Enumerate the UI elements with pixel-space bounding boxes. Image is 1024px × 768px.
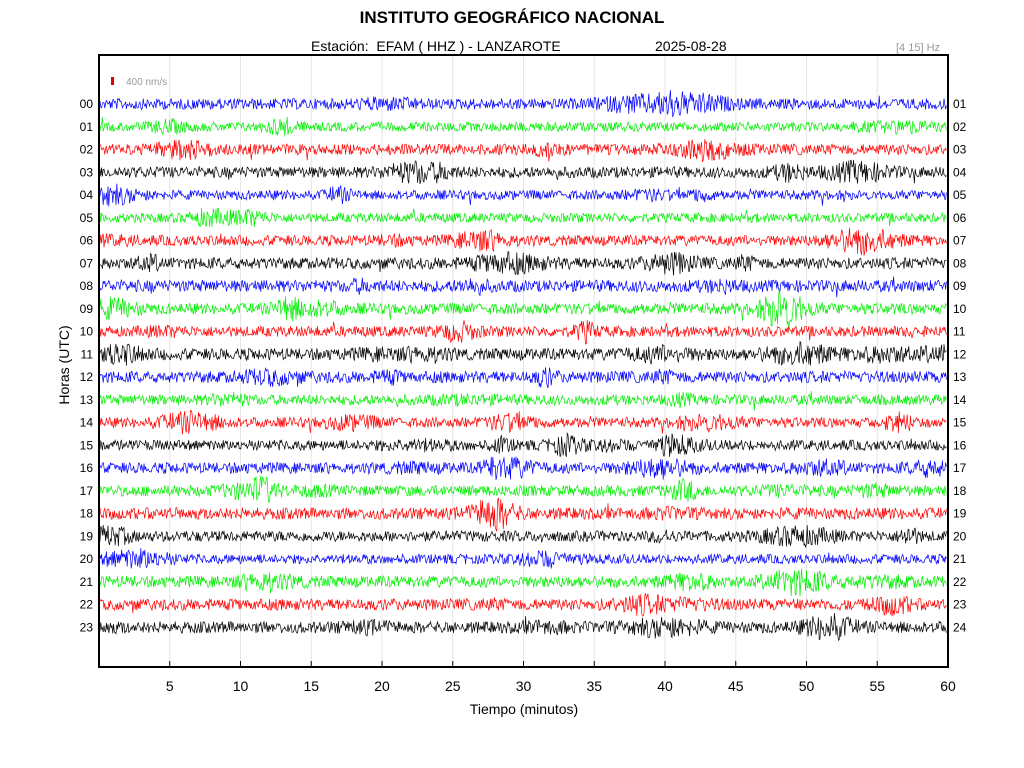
trace-hour-14 (99, 409, 947, 435)
hour-label-right: 04 (953, 165, 967, 179)
x-tick-label: 20 (374, 678, 390, 694)
hour-label-left: 02 (80, 143, 94, 157)
hour-label-left: 20 (80, 552, 94, 566)
hour-label-left: 14 (80, 416, 94, 430)
station-label: Estación: EFAM ( HHZ ) - LANZAROTE (311, 38, 561, 54)
hour-label-right: 20 (953, 529, 967, 543)
hour-label-right: 02 (953, 120, 967, 134)
scale-bar-label: 400 nm/s (126, 77, 167, 88)
hour-label-left: 03 (80, 165, 94, 179)
hour-label-left: 22 (80, 598, 94, 612)
hour-label-left: 00 (80, 97, 94, 111)
x-axis-label: Tiempo (minutos) (469, 701, 579, 717)
hour-label-right: 13 (953, 370, 967, 384)
hour-label-left: 09 (80, 302, 94, 316)
hour-label-right: 24 (953, 620, 967, 634)
trace-hour-10 (99, 319, 947, 345)
x-tick-label: 60 (940, 678, 956, 694)
hour-label-left: 05 (80, 211, 94, 225)
hour-label-left: 12 (80, 370, 94, 384)
hour-label-left: 04 (80, 188, 94, 202)
x-tick-label: 55 (869, 678, 885, 694)
x-tick-label: 40 (657, 678, 673, 694)
x-tick-label: 15 (303, 678, 319, 694)
trace-hour-03 (99, 159, 947, 185)
trace-hour-19 (99, 524, 947, 549)
x-tick-label: 10 (233, 678, 249, 694)
hour-label-right: 11 (953, 325, 966, 339)
hour-label-right: 08 (953, 256, 967, 270)
hour-label-right: 14 (953, 393, 967, 407)
hour-label-left: 21 (80, 575, 94, 589)
hour-label-right: 16 (953, 438, 967, 452)
hour-label-left: 18 (80, 507, 94, 521)
hour-label-right: 05 (953, 188, 967, 202)
hour-label-right: 07 (953, 234, 967, 248)
trace-hour-00 (99, 89, 947, 118)
hour-label-left: 01 (80, 120, 94, 134)
hour-label-right: 15 (953, 416, 967, 430)
trace-hour-16 (99, 456, 947, 480)
hour-label-left: 11 (81, 347, 94, 361)
hour-label-left: 19 (80, 529, 94, 543)
hour-label-right: 01 (953, 97, 967, 111)
trace-hour-07 (99, 251, 947, 276)
hour-label-right: 17 (953, 461, 967, 475)
trace-hour-15 (99, 431, 947, 457)
trace-hour-05 (99, 207, 947, 228)
trace-hour-13 (99, 391, 947, 411)
hour-label-right: 23 (953, 598, 967, 612)
trace-hour-21 (99, 568, 947, 597)
x-tick-label: 30 (516, 678, 532, 694)
hour-label-right: 12 (953, 347, 967, 361)
hour-label-right: 09 (953, 279, 967, 293)
hour-label-right: 19 (953, 507, 967, 521)
x-tick-label: 35 (586, 678, 602, 694)
hour-label-right: 10 (953, 302, 967, 316)
hour-label-left: 13 (80, 393, 94, 407)
trace-hour-20 (99, 548, 947, 569)
hour-label-left: 15 (80, 438, 94, 452)
hour-label-left: 07 (80, 256, 94, 270)
frequency-band-label: [4 15] Hz (896, 42, 941, 54)
hour-label-right: 18 (953, 484, 967, 498)
hour-label-left: 08 (80, 279, 94, 293)
hour-label-left: 16 (80, 461, 94, 475)
trace-hour-22 (99, 593, 947, 617)
trace-hour-09 (99, 288, 947, 330)
x-tick-label: 45 (728, 678, 744, 694)
hour-label-left: 23 (80, 620, 94, 634)
trace-hour-02 (99, 139, 947, 162)
scale-bar (111, 77, 114, 85)
hour-label-right: 06 (953, 211, 967, 225)
trace-hour-11 (99, 341, 947, 366)
hour-label-left: 10 (80, 325, 94, 339)
trace-hour-06 (99, 227, 947, 256)
date-label: 2025-08-28 (655, 38, 727, 54)
trace-hour-04 (99, 183, 947, 207)
trace-hour-01 (99, 116, 947, 137)
x-tick-label: 50 (799, 678, 815, 694)
x-tick-label: 25 (445, 678, 461, 694)
trace-hour-17 (99, 475, 947, 504)
trace-hour-08 (99, 276, 947, 298)
hour-label-left: 17 (80, 484, 94, 498)
hour-label-right: 22 (953, 575, 967, 589)
trace-hour-12 (99, 366, 947, 389)
trace-hour-23 (99, 613, 947, 642)
hour-label-right: 03 (953, 143, 967, 157)
hour-label-right: 21 (953, 552, 967, 566)
x-tick-label: 5 (166, 678, 174, 694)
hour-label-left: 06 (80, 234, 94, 248)
trace-hour-18 (99, 497, 947, 532)
chart-title: INSTITUTO GEOGRÁFICO NACIONAL (359, 8, 665, 27)
